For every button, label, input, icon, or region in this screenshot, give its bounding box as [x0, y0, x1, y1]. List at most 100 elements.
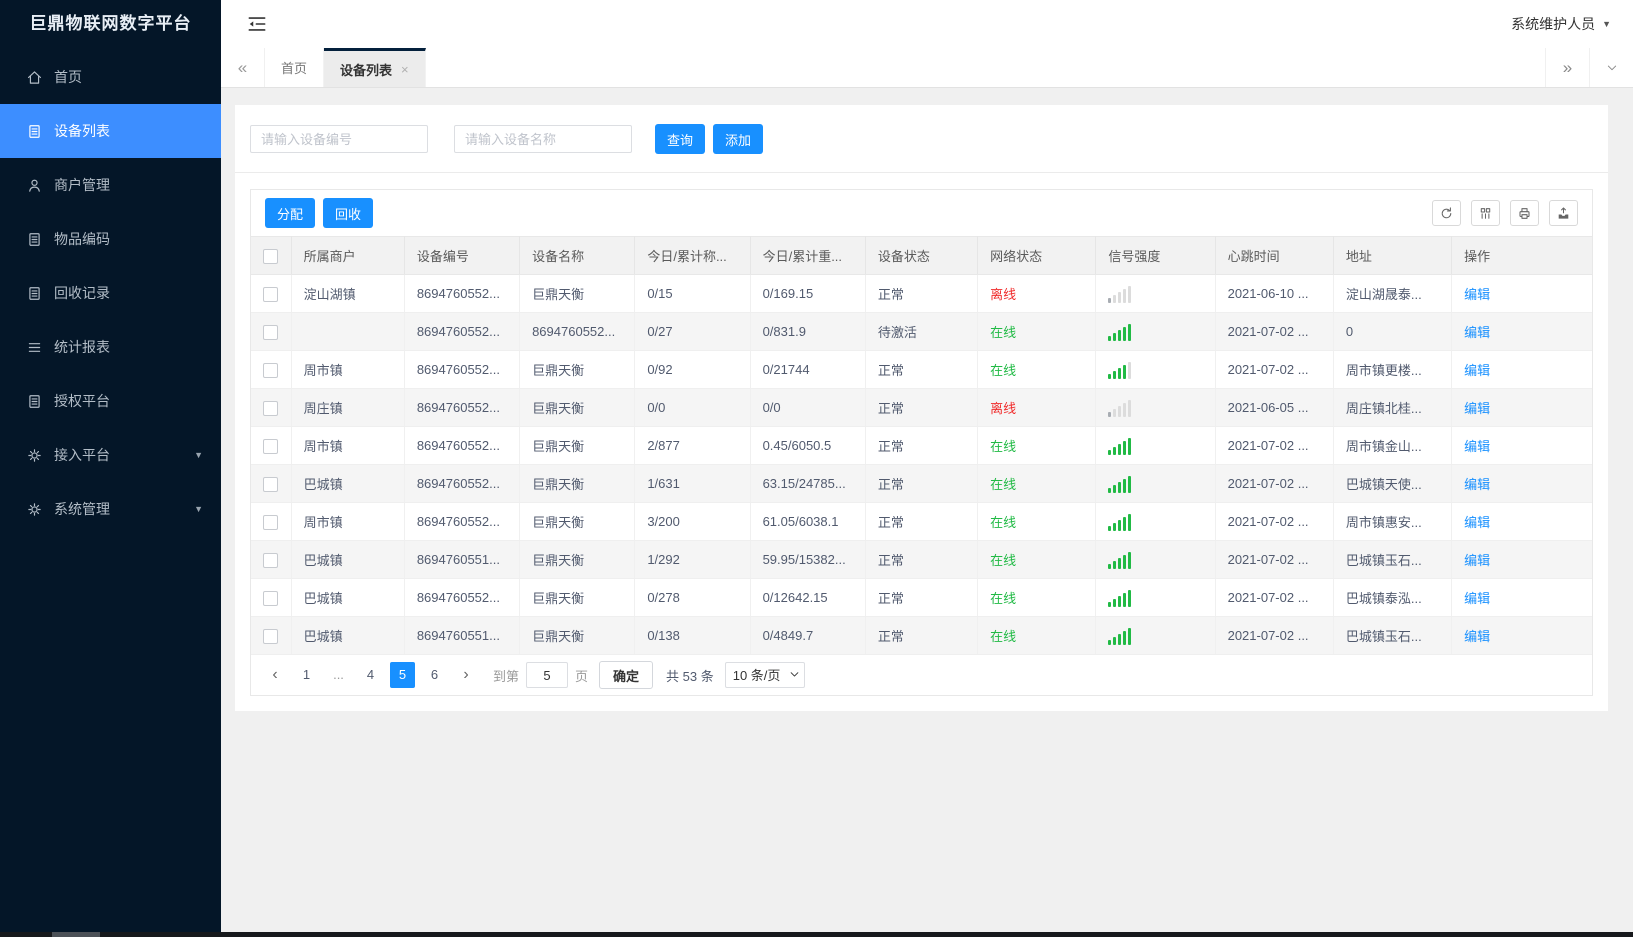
device-status-cell: 正常 — [865, 464, 979, 503]
today-count-cell: 1/631 — [634, 464, 751, 503]
edit-link[interactable]: 编辑 — [1464, 287, 1491, 302]
column-header: 地址 — [1333, 236, 1453, 275]
address-cell: 周庄镇北桂... — [1333, 388, 1453, 427]
row-select-cell — [251, 502, 292, 541]
user-menu[interactable]: 系统维护人员 ▼ — [1511, 14, 1611, 34]
device-name-cell: 巨鼎天衡 — [519, 274, 636, 313]
signal-strength-icon — [1108, 437, 1202, 455]
device-status-cell: 正常 — [865, 578, 979, 617]
device-name-input[interactable] — [454, 125, 632, 153]
device-status-cell: 正常 — [865, 502, 979, 541]
edit-link[interactable]: 编辑 — [1464, 591, 1491, 606]
app-title: 巨鼎物联网数字平台 — [29, 14, 192, 33]
edit-link[interactable]: 编辑 — [1464, 439, 1491, 454]
sidebar-item-label: 回收记录 — [54, 285, 110, 301]
row-checkbox[interactable] — [263, 362, 279, 378]
sidebar-item-merchant-mgmt[interactable]: 商户管理 — [0, 158, 221, 212]
merchant-cell — [291, 312, 405, 351]
table-row: 周市镇 8694760552... 巨鼎天衡 0/92 0/21744 正常 在线 2021-… — [251, 350, 1592, 389]
tab-device-list[interactable]: 设备列表 × — [324, 48, 426, 87]
edit-link[interactable]: 编辑 — [1464, 325, 1491, 340]
row-checkbox[interactable] — [263, 400, 279, 416]
device-no-cell: 8694760551... — [404, 540, 521, 579]
table-row: 巴城镇 8694760552... 巨鼎天衡 0/278 0/12642.15 正常 在线 2… — [251, 578, 1592, 617]
today-weight-cell: 59.95/15382... — [750, 540, 866, 579]
row-select-cell — [251, 312, 292, 351]
sidebar-item-item-code[interactable]: 物品编码 — [0, 212, 221, 266]
sidebar-item-device-list[interactable]: 设备列表 — [0, 104, 221, 158]
table-row: 周市镇 8694760552... 巨鼎天衡 2/877 0.45/6050.5 正常 在线… — [251, 426, 1592, 465]
device-no-input[interactable] — [250, 125, 428, 153]
sidebar-item-recycle-records[interactable]: 回收记录 — [0, 266, 221, 320]
goto-page-input[interactable] — [526, 662, 569, 688]
row-checkbox[interactable] — [263, 476, 279, 492]
table-header-row: 所属商户 设备编号 设备名称 今日/累计称... 今日/累计重... 设备状态 网络状态 信号… — [251, 236, 1592, 275]
signal-strength-icon — [1108, 323, 1202, 341]
page-button-5[interactable]: 5 — [390, 662, 415, 688]
printer-button[interactable] — [1510, 200, 1539, 226]
row-checkbox[interactable] — [263, 552, 279, 568]
device-status-cell: 正常 — [865, 426, 979, 465]
signal-cell — [1095, 274, 1216, 313]
select-all-checkbox[interactable] — [263, 248, 279, 264]
sidebar-item-access-platform[interactable]: 接入平台 ▼ — [0, 428, 221, 482]
query-button[interactable]: 查询 — [655, 124, 706, 154]
tabs-actions-chevron-icon[interactable] — [1589, 48, 1633, 87]
sidebar-item-label: 授权平台 — [54, 393, 110, 409]
sidebar-item-system-mgmt[interactable]: 系统管理 ▼ — [0, 482, 221, 536]
action-cell: 编辑 — [1451, 616, 1592, 655]
row-checkbox[interactable] — [263, 514, 279, 530]
horizontal-scrollbar[interactable] — [0, 932, 1633, 937]
column-header: 网络状态 — [977, 236, 1097, 275]
tab-home[interactable]: 首页 — [265, 48, 325, 87]
tabbar: « 首页 设备列表 × » — [221, 48, 1633, 88]
row-checkbox[interactable] — [263, 590, 279, 606]
edit-link[interactable]: 编辑 — [1464, 515, 1491, 530]
tabs-scroll-right-icon[interactable]: » — [1545, 48, 1589, 87]
prev-page-icon[interactable]: ‹ — [272, 666, 278, 683]
refresh-button[interactable] — [1432, 200, 1461, 226]
tabs-scroll-left-icon[interactable]: « — [221, 48, 265, 87]
page-button-4[interactable]: 4 — [366, 667, 375, 682]
row-checkbox[interactable] — [263, 628, 279, 644]
action-cell: 编辑 — [1451, 540, 1592, 579]
export-button[interactable] — [1549, 200, 1578, 226]
menu-fold-icon[interactable] — [246, 13, 268, 35]
tab-close-icon[interactable]: × — [401, 61, 409, 77]
row-select-cell — [251, 426, 292, 465]
row-checkbox[interactable] — [263, 324, 279, 340]
goto-confirm-button[interactable]: 确定 — [599, 661, 654, 689]
home-icon — [26, 69, 43, 86]
signal-strength-icon — [1108, 551, 1202, 569]
edit-link[interactable]: 编辑 — [1464, 477, 1491, 492]
network-status-cell: 在线 — [977, 502, 1097, 541]
today-weight-cell: 0/0 — [750, 388, 866, 427]
network-status-cell: 离线 — [977, 274, 1097, 313]
columns-button[interactable] — [1471, 200, 1500, 226]
sidebar-item-statistics[interactable]: 统计报表 — [0, 320, 221, 374]
gear-icon — [26, 501, 43, 518]
page-button-1[interactable]: 1 — [302, 667, 311, 682]
recycle-button[interactable]: 回收 — [323, 198, 374, 228]
column-header: 心跳时间 — [1215, 236, 1334, 275]
assign-button[interactable]: 分配 — [265, 198, 316, 228]
merchant-cell: 周市镇 — [291, 426, 405, 465]
edit-link[interactable]: 编辑 — [1464, 363, 1491, 378]
page-size-select[interactable]: 10 条/页 — [724, 662, 805, 688]
sidebar-item-label: 接入平台 — [54, 447, 110, 463]
edit-link[interactable]: 编辑 — [1464, 553, 1491, 568]
signal-cell — [1095, 388, 1216, 427]
table-row: 周市镇 8694760552... 巨鼎天衡 3/200 61.05/6038.1 正常在… — [251, 502, 1592, 541]
row-checkbox[interactable] — [263, 286, 279, 302]
tab-label: 首页 — [281, 61, 308, 76]
edit-link[interactable]: 编辑 — [1464, 401, 1491, 416]
heartbeat-cell: 2021-07-02 ... — [1215, 502, 1334, 541]
sidebar-item-home[interactable]: 首页 — [0, 50, 221, 104]
add-button[interactable]: 添加 — [713, 124, 764, 154]
page-button-6[interactable]: 6 — [430, 667, 439, 682]
row-checkbox[interactable] — [263, 438, 279, 454]
edit-link[interactable]: 编辑 — [1464, 629, 1491, 644]
sidebar-item-auth-platform[interactable]: 授权平台 — [0, 374, 221, 428]
horizontal-scrollbar-thumb[interactable] — [52, 932, 100, 937]
next-page-icon[interactable]: › — [463, 666, 469, 683]
